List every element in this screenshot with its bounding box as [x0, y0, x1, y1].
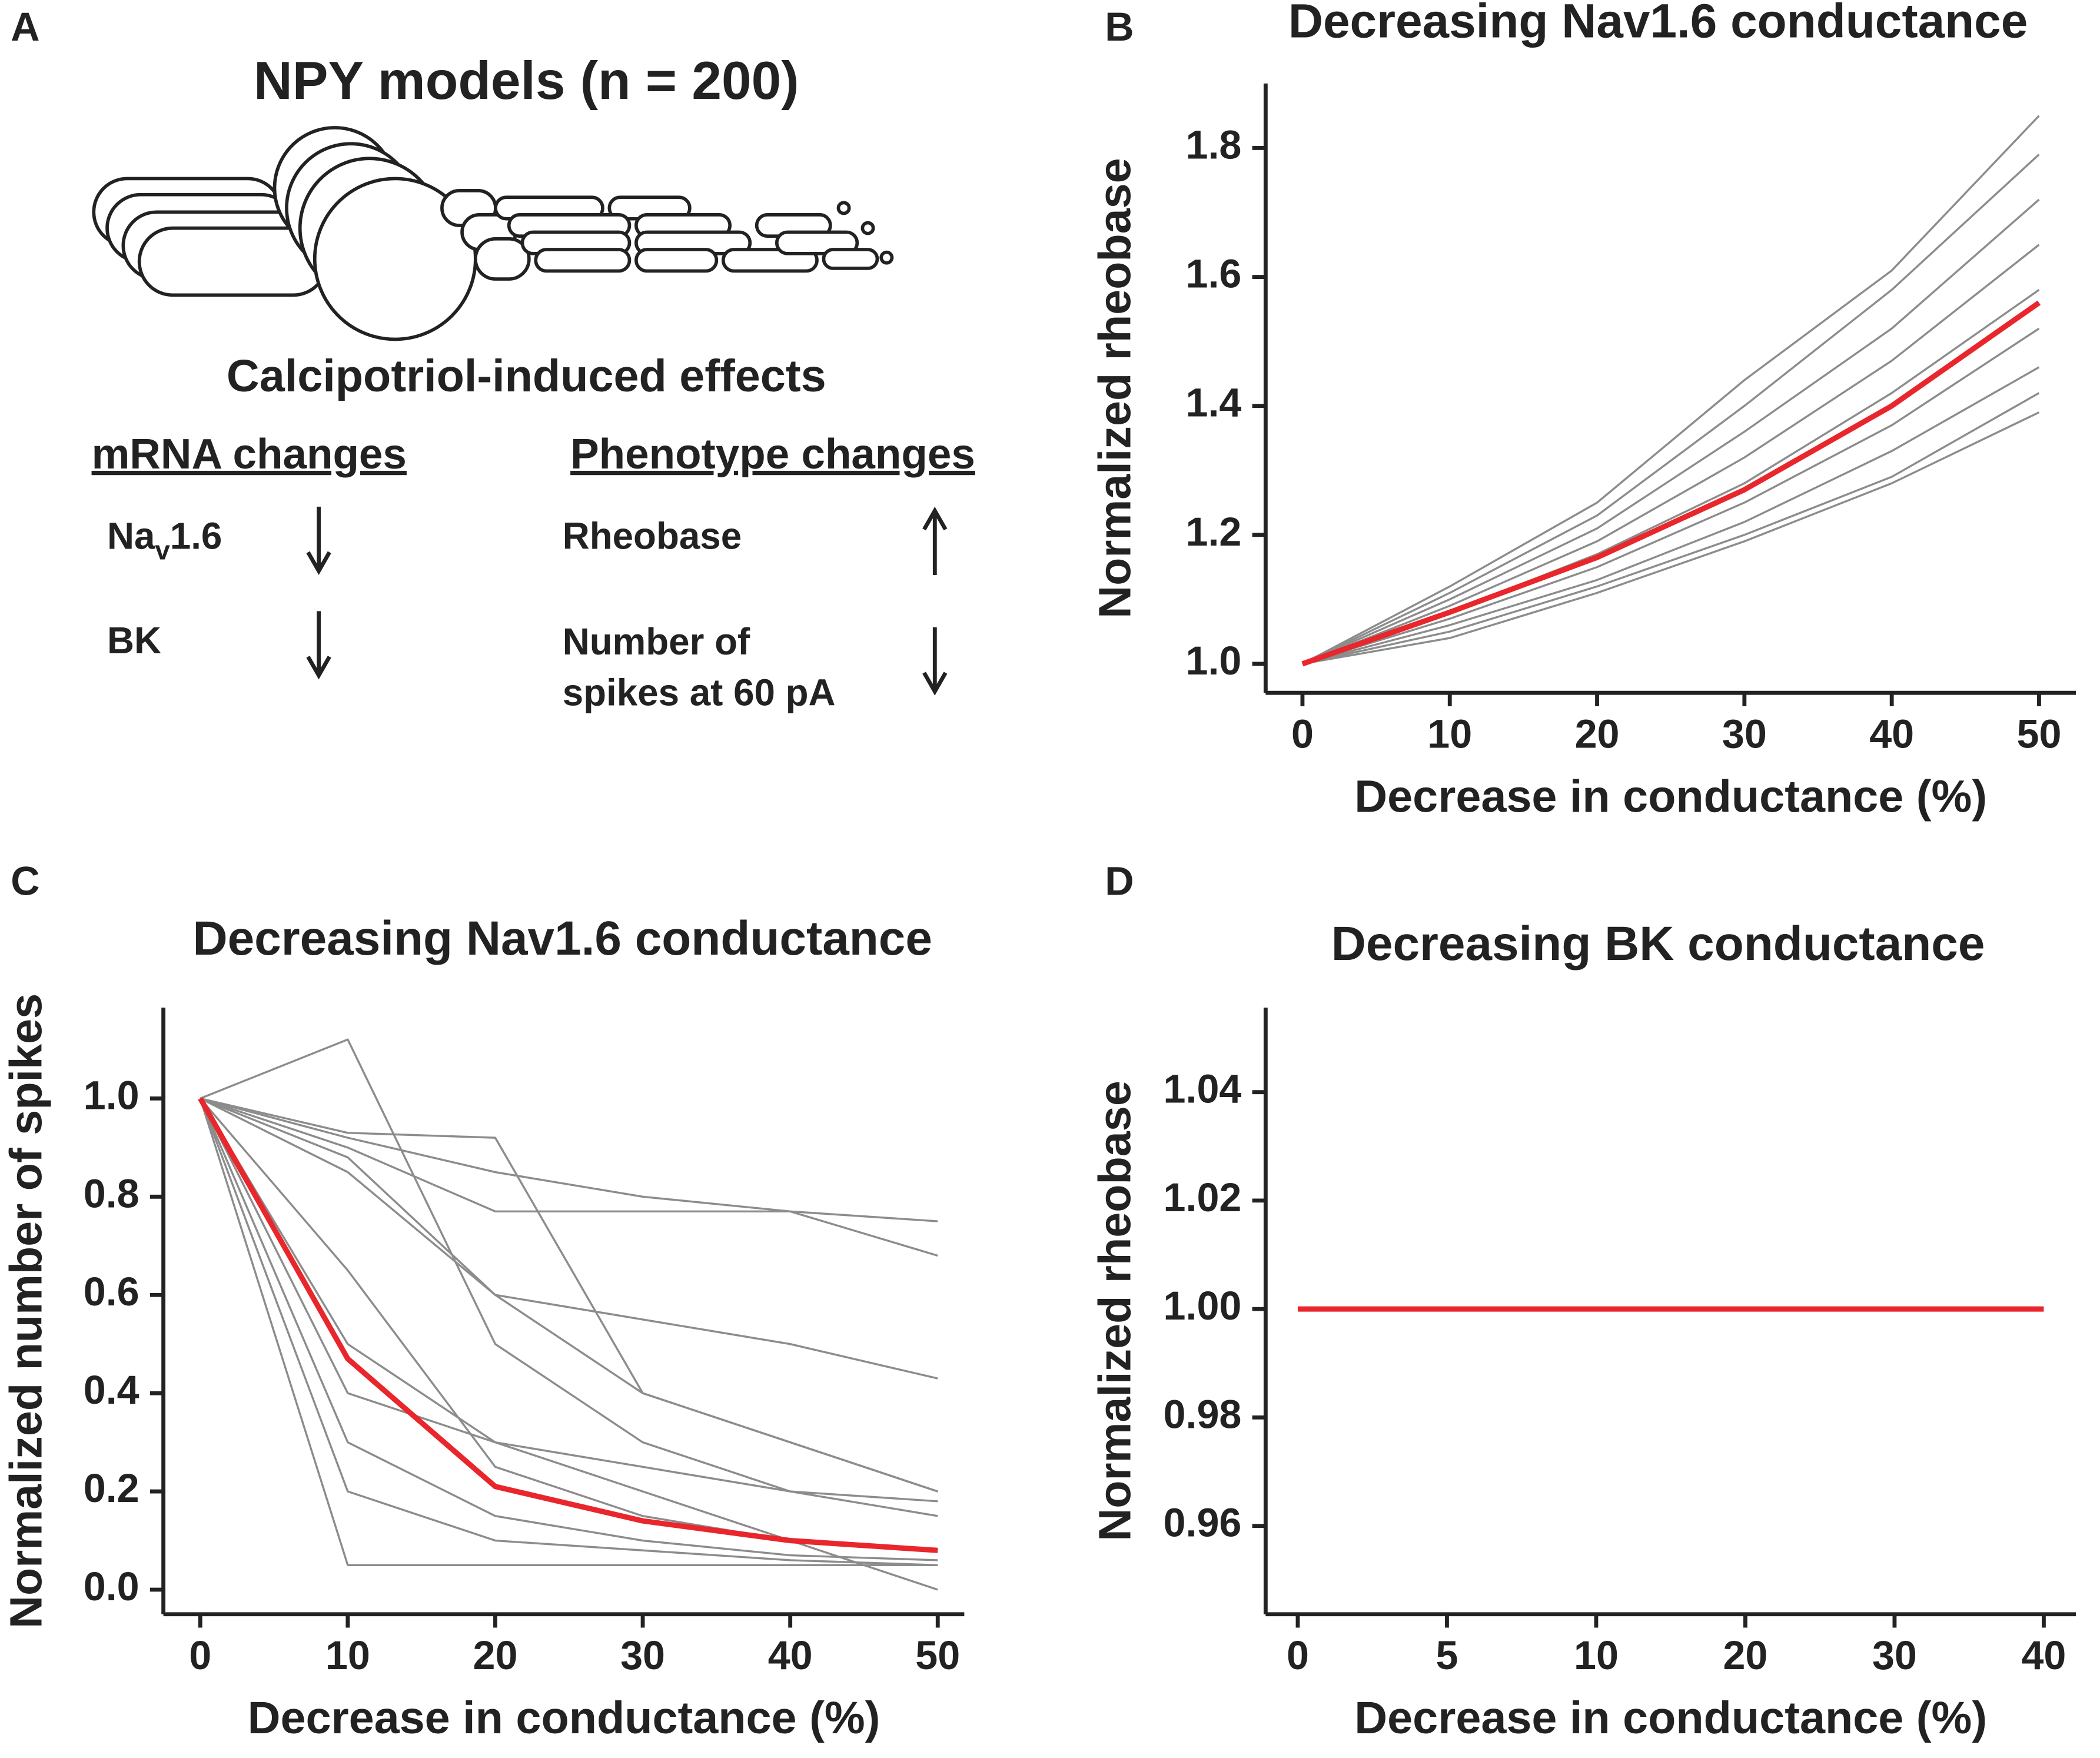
series-line	[1302, 289, 2040, 665]
series-line	[199, 1098, 938, 1551]
series-line	[1302, 366, 2040, 665]
y-tick-label: 1.02	[1164, 1175, 1242, 1220]
x-tick-label: 20	[473, 1633, 518, 1678]
y-tick-label: 1.0	[84, 1073, 139, 1118]
series-line	[200, 1097, 938, 1222]
x-tick-label: 40	[768, 1633, 813, 1678]
panel-title: NPY models (n = 200)	[254, 51, 799, 111]
phenotype-label: Rheobase	[563, 514, 742, 557]
change-arrow	[922, 627, 948, 696]
y-tick-label: 0.98	[1164, 1392, 1242, 1437]
gene-label: Nav1.6	[107, 514, 222, 565]
y-tick-label: 0.2	[84, 1466, 139, 1511]
series-line	[1302, 115, 2040, 665]
change-arrow	[306, 506, 331, 576]
x-tick-label: 40	[2021, 1633, 2066, 1678]
y-tick-label: 1.2	[1186, 510, 1242, 554]
series-line	[1302, 392, 2040, 665]
chart-title: Decreasing Nav1.6 conductance	[1288, 0, 2028, 48]
x-tick-label: 0	[1291, 712, 1314, 756]
panel-subtitle: Calcipotriol-induced effects	[227, 351, 826, 401]
panel-label: A	[11, 5, 39, 49]
x-axis-label: Decrease in conductance (%)	[248, 1693, 880, 1743]
series-line	[199, 1098, 938, 1503]
column-heading: Phenotype changes	[570, 430, 975, 478]
column-heading: mRNA changes	[92, 430, 407, 478]
phenotype-label: Number of	[563, 620, 750, 663]
series-line	[198, 1097, 938, 1553]
phenotype-label: spikes at 60 pA	[563, 672, 836, 714]
y-axis-label: Normalized number of spikes	[1, 993, 51, 1629]
gene-label: BK	[107, 619, 161, 662]
y-tick-label: 1.00	[1164, 1284, 1242, 1328]
gene-rest: 1.6	[170, 514, 222, 557]
y-axis-label: Normalized rheobase	[1089, 1081, 1140, 1541]
y-tick-label: 1.8	[1186, 122, 1242, 167]
y-axis-label: Normalized rheobase	[1089, 158, 1140, 618]
y-tick-label: 1.0	[1186, 639, 1242, 683]
x-tick-label: 20	[1575, 712, 1620, 756]
series-line	[200, 1097, 938, 1380]
y-tick-label: 1.4	[1186, 381, 1242, 426]
change-arrow	[922, 506, 948, 575]
y-tick-label: 1.6	[1186, 252, 1242, 297]
series-line	[1302, 411, 2040, 665]
x-tick-label: 0	[1287, 1633, 1309, 1678]
chart-title: Decreasing Nav1.6 conductance	[192, 912, 932, 965]
x-tick-label: 10	[1574, 1633, 1619, 1678]
y-tick-label: 0.6	[84, 1270, 139, 1314]
x-tick-label: 50	[2017, 712, 2062, 756]
series-line	[200, 1097, 938, 1257]
change-arrow	[306, 611, 331, 680]
chart-title: Decreasing BK conductance	[1331, 917, 1985, 971]
neuron-drawing	[92, 126, 894, 341]
series-line	[199, 1098, 938, 1566]
y-tick-label: 1.04	[1164, 1067, 1242, 1112]
x-axis-label: Decrease in conductance (%)	[1354, 772, 1987, 822]
y-tick-label: 0.96	[1164, 1501, 1242, 1546]
x-tick-label: 10	[1427, 712, 1472, 756]
series-line	[1302, 327, 2040, 665]
x-tick-label: 20	[1723, 1633, 1767, 1678]
x-tick-label: 10	[325, 1633, 370, 1678]
x-tick-label: 5	[1436, 1633, 1458, 1678]
x-tick-label: 30	[620, 1633, 665, 1678]
x-tick-label: 50	[915, 1633, 960, 1678]
series-line	[200, 1097, 938, 1493]
series-line	[1301, 300, 2041, 667]
series-line	[199, 1098, 938, 1591]
x-tick-label: 0	[189, 1633, 211, 1678]
x-tick-label: 30	[1722, 712, 1767, 756]
x-axis-label: Decrease in conductance (%)	[1354, 1693, 1987, 1743]
gene-sub: v	[155, 535, 170, 565]
x-tick-label: 30	[1872, 1633, 1917, 1678]
series-line	[1302, 244, 2040, 665]
series-line	[1302, 198, 2040, 665]
y-tick-label: 0.4	[84, 1368, 139, 1413]
panel-label: B	[1105, 5, 1134, 49]
panel-label: C	[11, 859, 39, 904]
series-line	[199, 1098, 938, 1566]
gene-base: Na	[107, 514, 155, 557]
x-tick-label: 40	[1869, 712, 1914, 756]
series-line	[200, 1038, 938, 1517]
y-tick-label: 0.0	[84, 1564, 139, 1609]
series-line	[1302, 154, 2040, 665]
y-tick-label: 0.8	[84, 1171, 139, 1216]
panel-label: D	[1105, 859, 1134, 904]
series-line	[199, 1098, 938, 1561]
